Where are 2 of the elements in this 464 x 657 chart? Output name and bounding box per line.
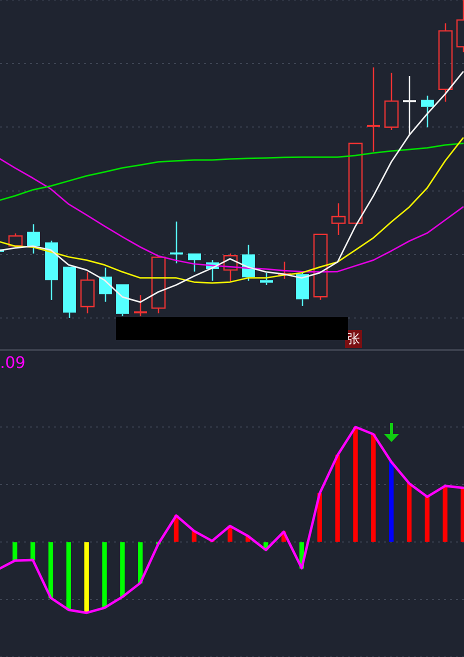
text: .09 (0, 353, 26, 372)
text: 张 (345, 330, 362, 348)
